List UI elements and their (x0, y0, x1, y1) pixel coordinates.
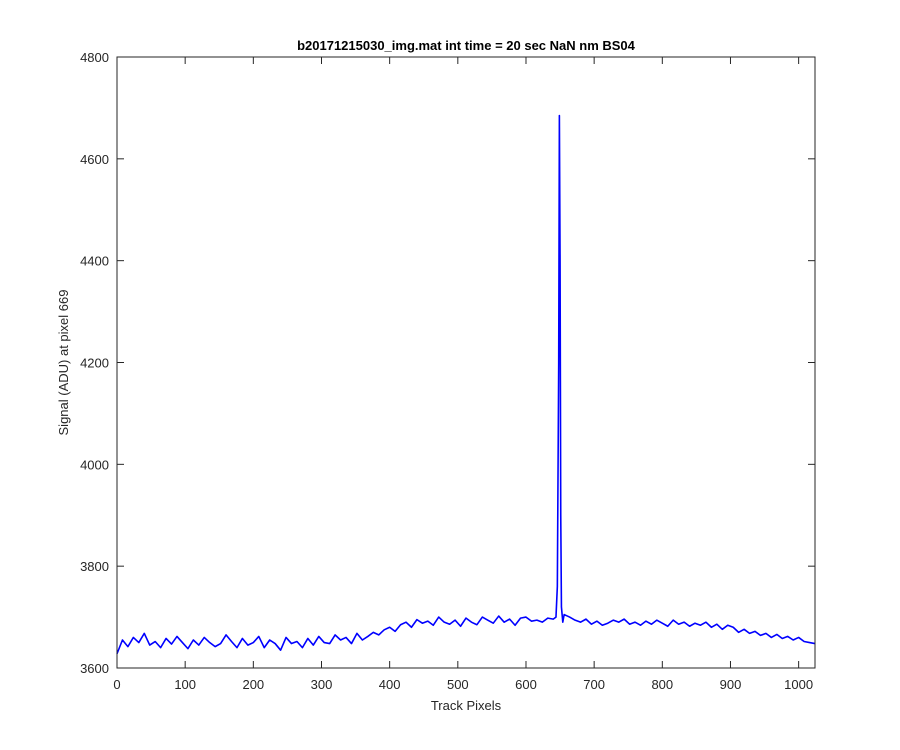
plot-background (117, 57, 815, 668)
y-tick-label-4200: 4200 (80, 356, 109, 371)
x-tick-label-600: 600 (515, 677, 537, 692)
x-tick-label-700: 700 (583, 677, 605, 692)
x-tick-label-0: 0 (113, 677, 120, 692)
y-tick-label-3600: 3600 (80, 661, 109, 676)
x-tick-label-800: 800 (651, 677, 673, 692)
series-line-0 (116, 114, 816, 655)
x-tick-label-900: 900 (720, 677, 742, 692)
y-axis-label: Signal (ADU) at pixel 669 (56, 290, 71, 436)
x-tick-label-100: 100 (174, 677, 196, 692)
y-tick-label-4000: 4000 (80, 457, 109, 472)
y-tick-label-4800: 4800 (80, 50, 109, 65)
y-tick-label-4600: 4600 (80, 152, 109, 167)
x-tick-label-1000: 1000 (784, 677, 813, 692)
x-axis-label: Track Pixels (431, 698, 502, 713)
x-tick-label-400: 400 (379, 677, 401, 692)
tick-layer: 0 100 200 300 400 500 600 700 800 900 1000 3600 3800… (80, 50, 815, 692)
y-tick-label-3800: 3800 (80, 559, 109, 574)
chart-title: b20171215030_img.mat int time = 20 sec N… (297, 38, 636, 53)
x-tick-label-300: 300 (311, 677, 333, 692)
y-tick-label-4400: 4400 (80, 254, 109, 269)
x-tick-label-200: 200 (242, 677, 264, 692)
series-layer (116, 114, 816, 655)
x-tick-label-500: 500 (447, 677, 469, 692)
